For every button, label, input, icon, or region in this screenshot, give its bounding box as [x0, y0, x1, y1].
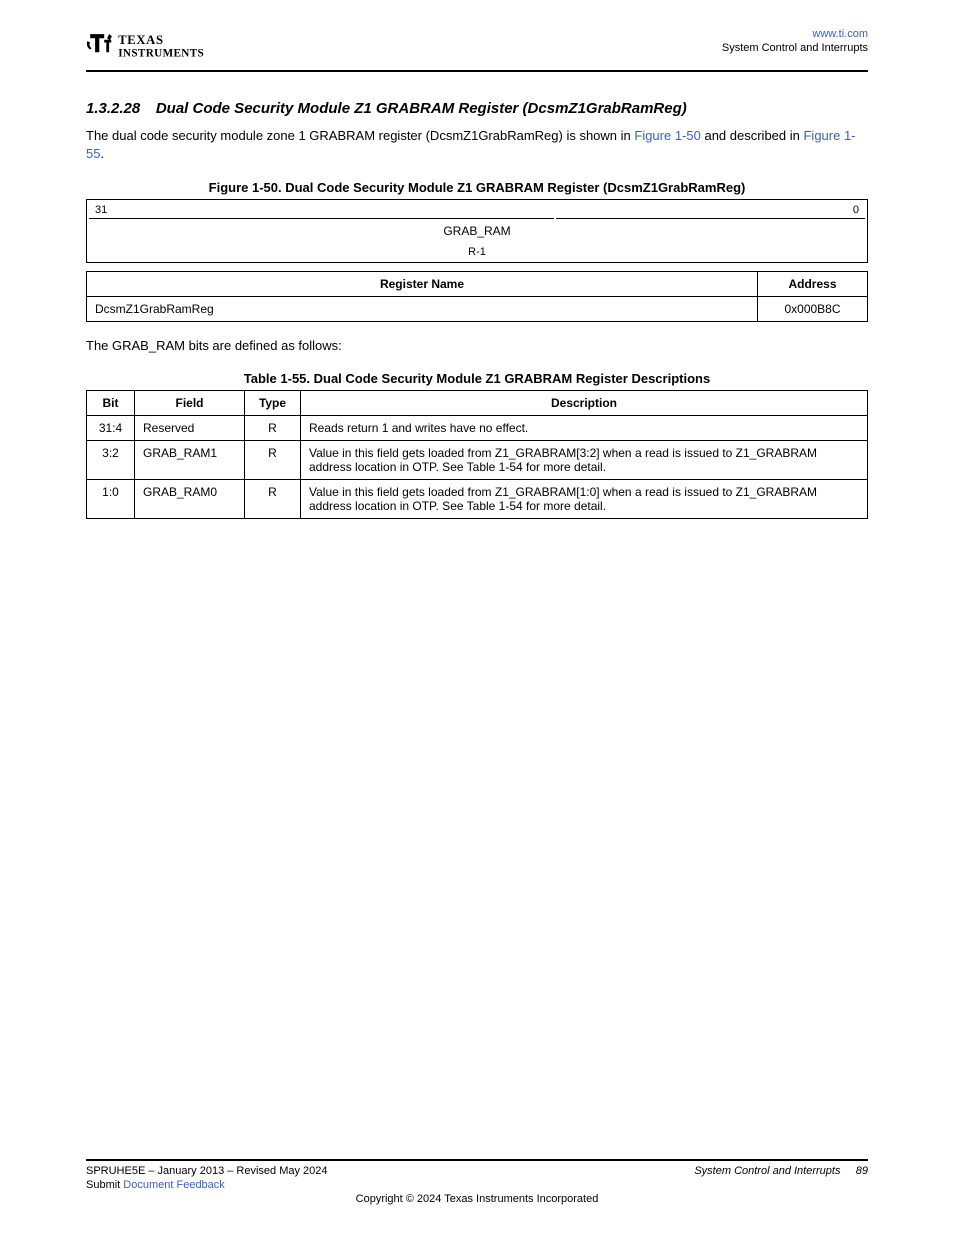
table-caption: Table 1-55. Dual Code Security Module Z1…: [86, 371, 868, 386]
intro-text-2: and described in: [701, 128, 804, 143]
figure-ref-1[interactable]: Figure 1-50: [634, 128, 700, 143]
footer-section: System Control and Interrupts: [694, 1165, 840, 1177]
svg-text:INSTRUMENTS: INSTRUMENTS: [118, 48, 204, 60]
table-row: 1:0 GRAB_RAM0 R Value in this field gets…: [87, 480, 868, 519]
col-field: Field: [135, 391, 245, 416]
section-title: Dual Code Security Module Z1 GRABRAM Reg…: [156, 100, 687, 117]
footer-left: SPRUHE5E – January 2013 – Revised May 20…: [86, 1165, 328, 1177]
header-section-title: System Control and Interrupts: [722, 42, 868, 56]
cell-field: GRAB_RAM0: [135, 480, 245, 519]
intro-text-3: .: [100, 146, 104, 161]
bit-low: 0: [556, 202, 865, 219]
field-description-table: Bit Field Type Description 31:4 Reserved…: [86, 390, 868, 519]
address-table: Register Name Address DcsmZ1GrabRamReg 0…: [86, 271, 868, 322]
cell-desc: Reads return 1 and writes have no effect…: [301, 416, 868, 441]
col-type: Type: [245, 391, 301, 416]
intro-paragraph: The dual code security module zone 1 GRA…: [86, 127, 868, 162]
footer-rule: [86, 1159, 868, 1161]
cell-bit: 1:0: [87, 480, 135, 519]
cell-desc: Value in this field gets loaded from Z1_…: [301, 480, 868, 519]
bit-high: 31: [89, 202, 554, 219]
figure-caption: Figure 1-50. Dual Code Security Module Z…: [86, 180, 868, 195]
addr-col-register: Register Name: [87, 272, 758, 297]
header-link[interactable]: www.ti.com: [722, 28, 868, 42]
field-name-row: GRAB_RAM: [89, 221, 865, 241]
bit-index-row: 31 0: [89, 202, 865, 219]
cell-field: GRAB_RAM1: [135, 441, 245, 480]
cell-desc: Value in this field gets loaded from Z1_…: [301, 441, 868, 480]
footer-sub-prefix: Submit: [86, 1179, 123, 1191]
footer-feedback: Submit Document Feedback: [86, 1179, 225, 1191]
table-row: Bit Field Type Description: [87, 391, 868, 416]
register-layout-diagram: 31 0 GRAB_RAM R-1: [86, 199, 868, 263]
page-header: TEXAS INSTRUMENTS www.ti.com System Cont…: [86, 28, 868, 64]
footer-feedback-link[interactable]: Document Feedback: [123, 1179, 225, 1191]
footer-page-number: 89: [856, 1165, 868, 1177]
col-desc: Description: [301, 391, 868, 416]
cell-type: R: [245, 441, 301, 480]
ti-logo-mark: TEXAS INSTRUMENTS: [86, 28, 226, 64]
section-number: 1.3.2.28: [86, 100, 140, 117]
table-row: DcsmZ1GrabRamReg 0x000B8C: [87, 297, 868, 322]
col-bit: Bit: [87, 391, 135, 416]
rw-value: R-1: [89, 243, 865, 260]
desc-lead: The GRAB_RAM bits are defined as follows…: [86, 338, 868, 353]
cell-bit: 31:4: [87, 416, 135, 441]
cell-bit: 3:2: [87, 441, 135, 480]
footer-right: System Control and Interrupts 89: [694, 1165, 868, 1177]
footer-doc-id: SPRUHE5E – January 2013 – Revised May 20…: [86, 1165, 328, 1177]
page-footer: SPRUHE5E – January 2013 – Revised May 20…: [86, 1159, 868, 1205]
table-row: Register Name Address: [87, 272, 868, 297]
rw-row: R-1: [89, 243, 865, 260]
header-rule: [86, 70, 868, 72]
cell-type: R: [245, 480, 301, 519]
header-right: www.ti.com System Control and Interrupts: [722, 28, 868, 56]
footer-copyright: Copyright © 2024 Texas Instruments Incor…: [86, 1193, 868, 1205]
intro-text-1: The dual code security module zone 1 GRA…: [86, 128, 634, 143]
table-row: 31:4 Reserved R Reads return 1 and write…: [87, 416, 868, 441]
ti-logo: TEXAS INSTRUMENTS: [86, 28, 226, 64]
cell-type: R: [245, 416, 301, 441]
addr-reg-name: DcsmZ1GrabRamReg: [87, 297, 758, 322]
field-name: GRAB_RAM: [89, 221, 865, 241]
addr-reg-addr: 0x000B8C: [758, 297, 868, 322]
section-heading: 1.3.2.28 Dual Code Security Module Z1 GR…: [86, 100, 868, 117]
table-row: 3:2 GRAB_RAM1 R Value in this field gets…: [87, 441, 868, 480]
cell-field: Reserved: [135, 416, 245, 441]
addr-col-address: Address: [758, 272, 868, 297]
svg-text:TEXAS: TEXAS: [118, 33, 163, 47]
